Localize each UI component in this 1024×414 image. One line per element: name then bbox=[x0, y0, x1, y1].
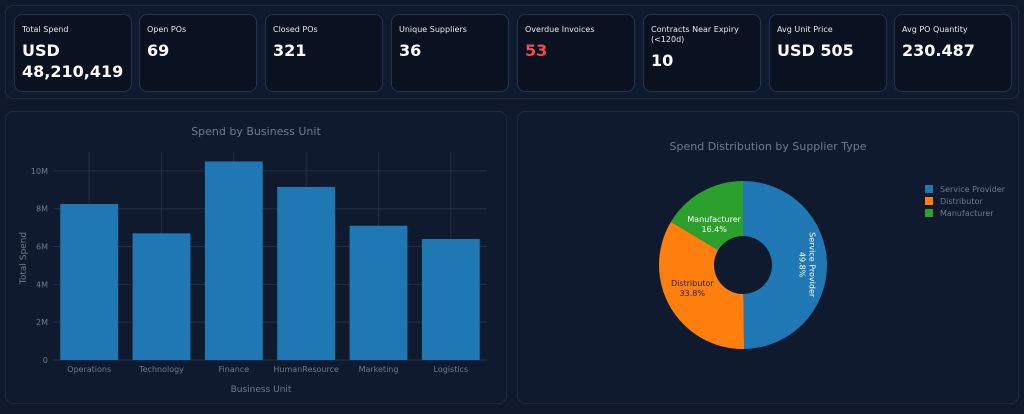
x-tick-label: Finance bbox=[219, 365, 250, 374]
kpi-value: 36 bbox=[399, 41, 422, 60]
kpi-card-closed-pos: Closed POs 321 bbox=[265, 14, 383, 92]
legend-swatch bbox=[925, 185, 933, 193]
kpi-label: Total Spend bbox=[22, 25, 69, 34]
kpi-label: Open POs bbox=[147, 25, 187, 34]
x-axis-label: Business Unit bbox=[231, 385, 292, 395]
x-tick-label: HumanResource bbox=[273, 365, 339, 374]
slice-percent: 49.8% bbox=[797, 252, 806, 278]
slice-name: Service Provider bbox=[807, 232, 816, 298]
legend-label: Service Provider bbox=[940, 185, 1006, 194]
y-tick-label: 0 bbox=[43, 356, 48, 365]
kpi-value: 321 bbox=[273, 41, 307, 60]
x-tick-label: Logistics bbox=[434, 365, 469, 374]
legend-item-manufacturer[interactable]: Manufacturer bbox=[925, 209, 994, 218]
kpi-label: Avg PO Quantity bbox=[902, 25, 968, 34]
kpi-card-avg-po-quantity: Avg PO Quantity 230.487 bbox=[894, 14, 1012, 92]
kpi-card-open-pos: Open POs 69 bbox=[139, 14, 257, 92]
slice-service-provider[interactable] bbox=[743, 181, 828, 349]
kpi-value: 10 bbox=[651, 51, 674, 70]
bar-humanresource[interactable] bbox=[277, 186, 336, 360]
legend-item-service-provider[interactable]: Service Provider bbox=[925, 185, 1006, 194]
kpi-card-avg-unit-price: Avg Unit Price USD 505 bbox=[769, 14, 887, 92]
bar-operations[interactable] bbox=[60, 204, 119, 360]
bar-technology[interactable] bbox=[132, 233, 191, 360]
kpi-label: Overdue Invoices bbox=[525, 25, 595, 34]
slice-percent: 33.8% bbox=[680, 289, 706, 298]
y-axis-label: Total Spend bbox=[19, 232, 29, 285]
kpi-panel: Total Spend USD 48,210,419 Open POs 69 C… bbox=[5, 5, 1019, 99]
bar-finance[interactable] bbox=[204, 161, 263, 360]
y-tick-label: 2M bbox=[36, 318, 48, 327]
bar-logistics[interactable] bbox=[421, 238, 480, 360]
spend-distribution-panel: Spend Distribution by Supplier Type Serv… bbox=[517, 111, 1019, 404]
donut-chart-title: Spend Distribution by Supplier Type bbox=[670, 140, 867, 153]
slice-manufacturer[interactable] bbox=[670, 181, 743, 251]
kpi-label: Closed POs bbox=[273, 25, 318, 34]
donut-chart[interactable]: Spend Distribution by Supplier Type Serv… bbox=[518, 112, 1018, 403]
x-tick-label: Operations bbox=[67, 365, 111, 374]
y-tick-label: 8M bbox=[36, 205, 48, 214]
kpi-card-total-spend: Total Spend USD 48,210,419 bbox=[14, 14, 132, 92]
kpi-card-contracts-near-expiry: Contracts Near Expiry (<120d) 10 bbox=[643, 14, 761, 92]
y-tick-label: 4M bbox=[36, 280, 48, 289]
slice-name: Distributor bbox=[671, 279, 714, 288]
kpi-value: 53 bbox=[525, 41, 548, 60]
kpi-value: USD 48,210,419 bbox=[22, 41, 124, 81]
kpi-label: Contracts Near Expiry (<120d) bbox=[651, 25, 739, 44]
kpi-value: USD 505 bbox=[777, 41, 854, 60]
kpi-label: Avg Unit Price bbox=[777, 25, 833, 34]
legend-label: Distributor bbox=[940, 197, 983, 206]
spend-by-business-unit-panel: Spend by Business Unit 0 2M 4M 6M 8M 10M Oper… bbox=[5, 111, 507, 404]
kpi-value: 69 bbox=[147, 41, 170, 60]
x-tick-label: Marketing bbox=[359, 365, 399, 374]
bar-chart[interactable]: Spend by Business Unit 0 2M 4M 6M 8M 10M Oper… bbox=[6, 112, 506, 403]
kpi-label: Unique Suppliers bbox=[399, 25, 467, 34]
bar-chart-title: Spend by Business Unit bbox=[191, 125, 321, 138]
kpi-card-overdue-invoices: Overdue Invoices 53 bbox=[517, 14, 635, 92]
bar-marketing[interactable] bbox=[349, 225, 408, 360]
kpi-card-unique-suppliers: Unique Suppliers 36 bbox=[391, 14, 509, 92]
kpi-value: 230.487 bbox=[902, 41, 975, 60]
legend-swatch bbox=[925, 197, 933, 205]
slice-percent: 16.4% bbox=[701, 225, 727, 234]
legend-item-distributor[interactable]: Distributor bbox=[925, 197, 983, 206]
slice-name: Manufacturer bbox=[687, 215, 741, 224]
y-tick-label: 6M bbox=[36, 243, 48, 252]
legend-swatch bbox=[925, 209, 933, 217]
y-tick-label: 10M bbox=[31, 167, 48, 176]
x-tick-label: Technology bbox=[138, 365, 184, 374]
legend-label: Manufacturer bbox=[940, 209, 994, 218]
slice-distributor[interactable] bbox=[659, 221, 745, 349]
